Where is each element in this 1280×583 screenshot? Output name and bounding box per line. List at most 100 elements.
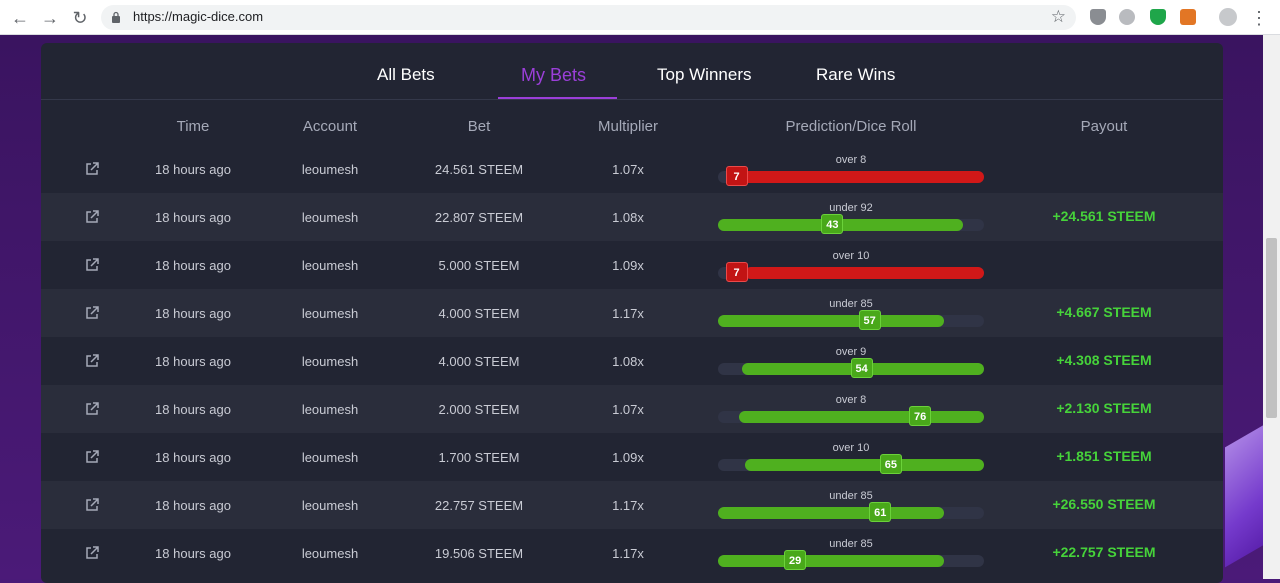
tab-my-bets[interactable]: My Bets [521, 65, 587, 85]
prediction-range-fill [718, 507, 945, 519]
url-text: https://magic-dice.com [133, 9, 264, 24]
column-header-payout: Payout [1080, 118, 1128, 135]
dice-roll-bar: 7 [718, 166, 984, 186]
bet-account[interactable]: leoumesh [301, 162, 359, 177]
prediction-label: over 8 [835, 394, 867, 406]
bet-time: 18 hours ago [155, 162, 231, 177]
external-link-icon[interactable] [85, 210, 99, 224]
bet-multiplier: 1.07x [612, 402, 644, 417]
bet-amount: 24.561 STEEM [434, 162, 524, 177]
dice-roll-badge: 65 [879, 454, 902, 474]
prediction-label: under 85 [829, 538, 873, 550]
bet-multiplier: 1.17x [612, 546, 644, 561]
prediction-range-fill [744, 267, 984, 279]
bet-amount: 4.000 STEEM [438, 306, 520, 321]
dice-roll-badge: 7 [725, 166, 748, 186]
external-link-icon[interactable] [85, 498, 99, 512]
profile-avatar-icon[interactable] [1219, 8, 1237, 26]
extension-icon[interactable] [1119, 9, 1135, 25]
dice-roll-badge: 57 [858, 310, 881, 330]
bet-amount: 4.000 STEEM [438, 354, 520, 369]
bet-account[interactable]: leoumesh [301, 258, 359, 273]
metamask-fox-icon[interactable] [1180, 9, 1196, 25]
tab-all-bets[interactable]: All Bets [377, 65, 435, 84]
dice-roll-badge: 76 [909, 406, 932, 426]
dice-roll-badge: 7 [725, 262, 748, 282]
bet-multiplier: 1.09x [612, 450, 644, 465]
shield-extension-icon[interactable] [1090, 9, 1106, 25]
dice-roll-bar: 29 [718, 550, 984, 570]
column-header-time: Time [176, 118, 210, 135]
bet-account[interactable]: leoumesh [301, 402, 359, 417]
external-link-icon[interactable] [85, 306, 99, 320]
back-arrow-icon[interactable]: ← [11, 8, 29, 28]
browser-toolbar: ← → ↻ https://magic-dice.com ☆ ⋮ [0, 0, 1280, 35]
table-row: 18 hours ago leoumesh 22.807 STEEM 1.08x und… [41, 193, 1223, 241]
prediction-label: over 10 [832, 250, 870, 262]
bet-time: 18 hours ago [155, 258, 231, 273]
bet-account[interactable]: leoumesh [301, 354, 359, 369]
table-row: 18 hours ago leoumesh 19.506 STEEM 1.17x und… [41, 529, 1223, 577]
prediction-label: over 9 [835, 346, 867, 358]
prediction-range-fill [744, 459, 984, 471]
bet-time: 18 hours ago [155, 450, 231, 465]
bets-tabs: All Bets My Bets Top Winners Rare Wins [41, 43, 1223, 100]
prediction-label: over 8 [835, 154, 867, 166]
bet-payout: +26.550 STEEM [1052, 496, 1156, 512]
external-link-icon[interactable] [85, 258, 99, 272]
dice-roll-bar: 43 [718, 214, 984, 234]
bet-multiplier: 1.17x [612, 498, 644, 513]
bet-amount: 22.807 STEEM [434, 210, 524, 225]
bet-multiplier: 1.07x [612, 162, 644, 177]
external-link-icon[interactable] [85, 402, 99, 416]
bet-amount: 22.757 STEEM [434, 498, 524, 513]
column-header-bet: Bet [467, 118, 491, 135]
bet-payout: +22.757 STEEM [1052, 544, 1156, 560]
scrollbar-thumb[interactable] [1266, 238, 1277, 418]
external-link-icon[interactable] [85, 450, 99, 464]
table-row: 18 hours ago leoumesh 24.561 STEEM 1.07x ove… [41, 145, 1223, 193]
bet-multiplier: 1.08x [612, 354, 644, 369]
bet-time: 18 hours ago [155, 306, 231, 321]
prediction-range-fill [739, 411, 984, 423]
bet-time: 18 hours ago [155, 402, 231, 417]
bet-amount: 1.700 STEEM [438, 450, 520, 465]
forward-arrow-icon[interactable]: → [41, 8, 59, 28]
external-link-icon[interactable] [85, 354, 99, 368]
bet-time: 18 hours ago [155, 498, 231, 513]
table-row: 18 hours ago leoumesh 4.000 STEEM 1.08x over… [41, 337, 1223, 385]
prediction-range-fill [718, 315, 945, 327]
bet-account[interactable]: leoumesh [301, 306, 359, 321]
bookmark-star-icon[interactable]: ☆ [1050, 7, 1066, 26]
prediction-label: under 85 [829, 298, 873, 310]
bet-account[interactable]: leoumesh [301, 498, 359, 513]
tab-top-winners[interactable]: Top Winners [657, 65, 752, 84]
bet-account[interactable]: leoumesh [301, 450, 359, 465]
table-row: 18 hours ago leoumesh 4.000 STEEM 1.17x unde… [41, 289, 1223, 337]
external-link-icon[interactable] [85, 162, 99, 176]
bet-multiplier: 1.17x [612, 306, 644, 321]
reload-icon[interactable]: ↻ [72, 8, 88, 28]
address-bar[interactable]: https://magic-dice.com ☆ [101, 5, 1076, 30]
dice-roll-badge: 54 [850, 358, 873, 378]
green-shield-extension-icon[interactable] [1150, 9, 1166, 25]
dice-roll-bar: 61 [718, 502, 984, 522]
kebab-menu-icon[interactable]: ⋮ [1250, 8, 1268, 28]
tab-rare-wins[interactable]: Rare Wins [816, 65, 896, 84]
dice-roll-badge: 61 [869, 502, 892, 522]
bet-time: 18 hours ago [155, 354, 231, 369]
column-header-multiplier: Multiplier [597, 118, 658, 135]
external-link-icon[interactable] [85, 546, 99, 560]
column-header-prediction: Prediction/Dice Roll [785, 118, 917, 135]
bet-time: 18 hours ago [155, 210, 231, 225]
bet-multiplier: 1.08x [612, 210, 644, 225]
bet-account[interactable]: leoumesh [301, 546, 359, 561]
bet-payout: +4.667 STEEM [1056, 304, 1152, 320]
bet-time: 18 hours ago [155, 546, 231, 561]
bet-account[interactable]: leoumesh [301, 210, 359, 225]
table-row: 18 hours ago leoumesh 2.000 STEEM 1.07x over… [41, 385, 1223, 433]
bet-amount: 2.000 STEEM [438, 402, 520, 417]
bet-multiplier: 1.09x [612, 258, 644, 273]
dice-roll-bar: 57 [718, 310, 984, 330]
column-header-account: Account [302, 118, 358, 135]
